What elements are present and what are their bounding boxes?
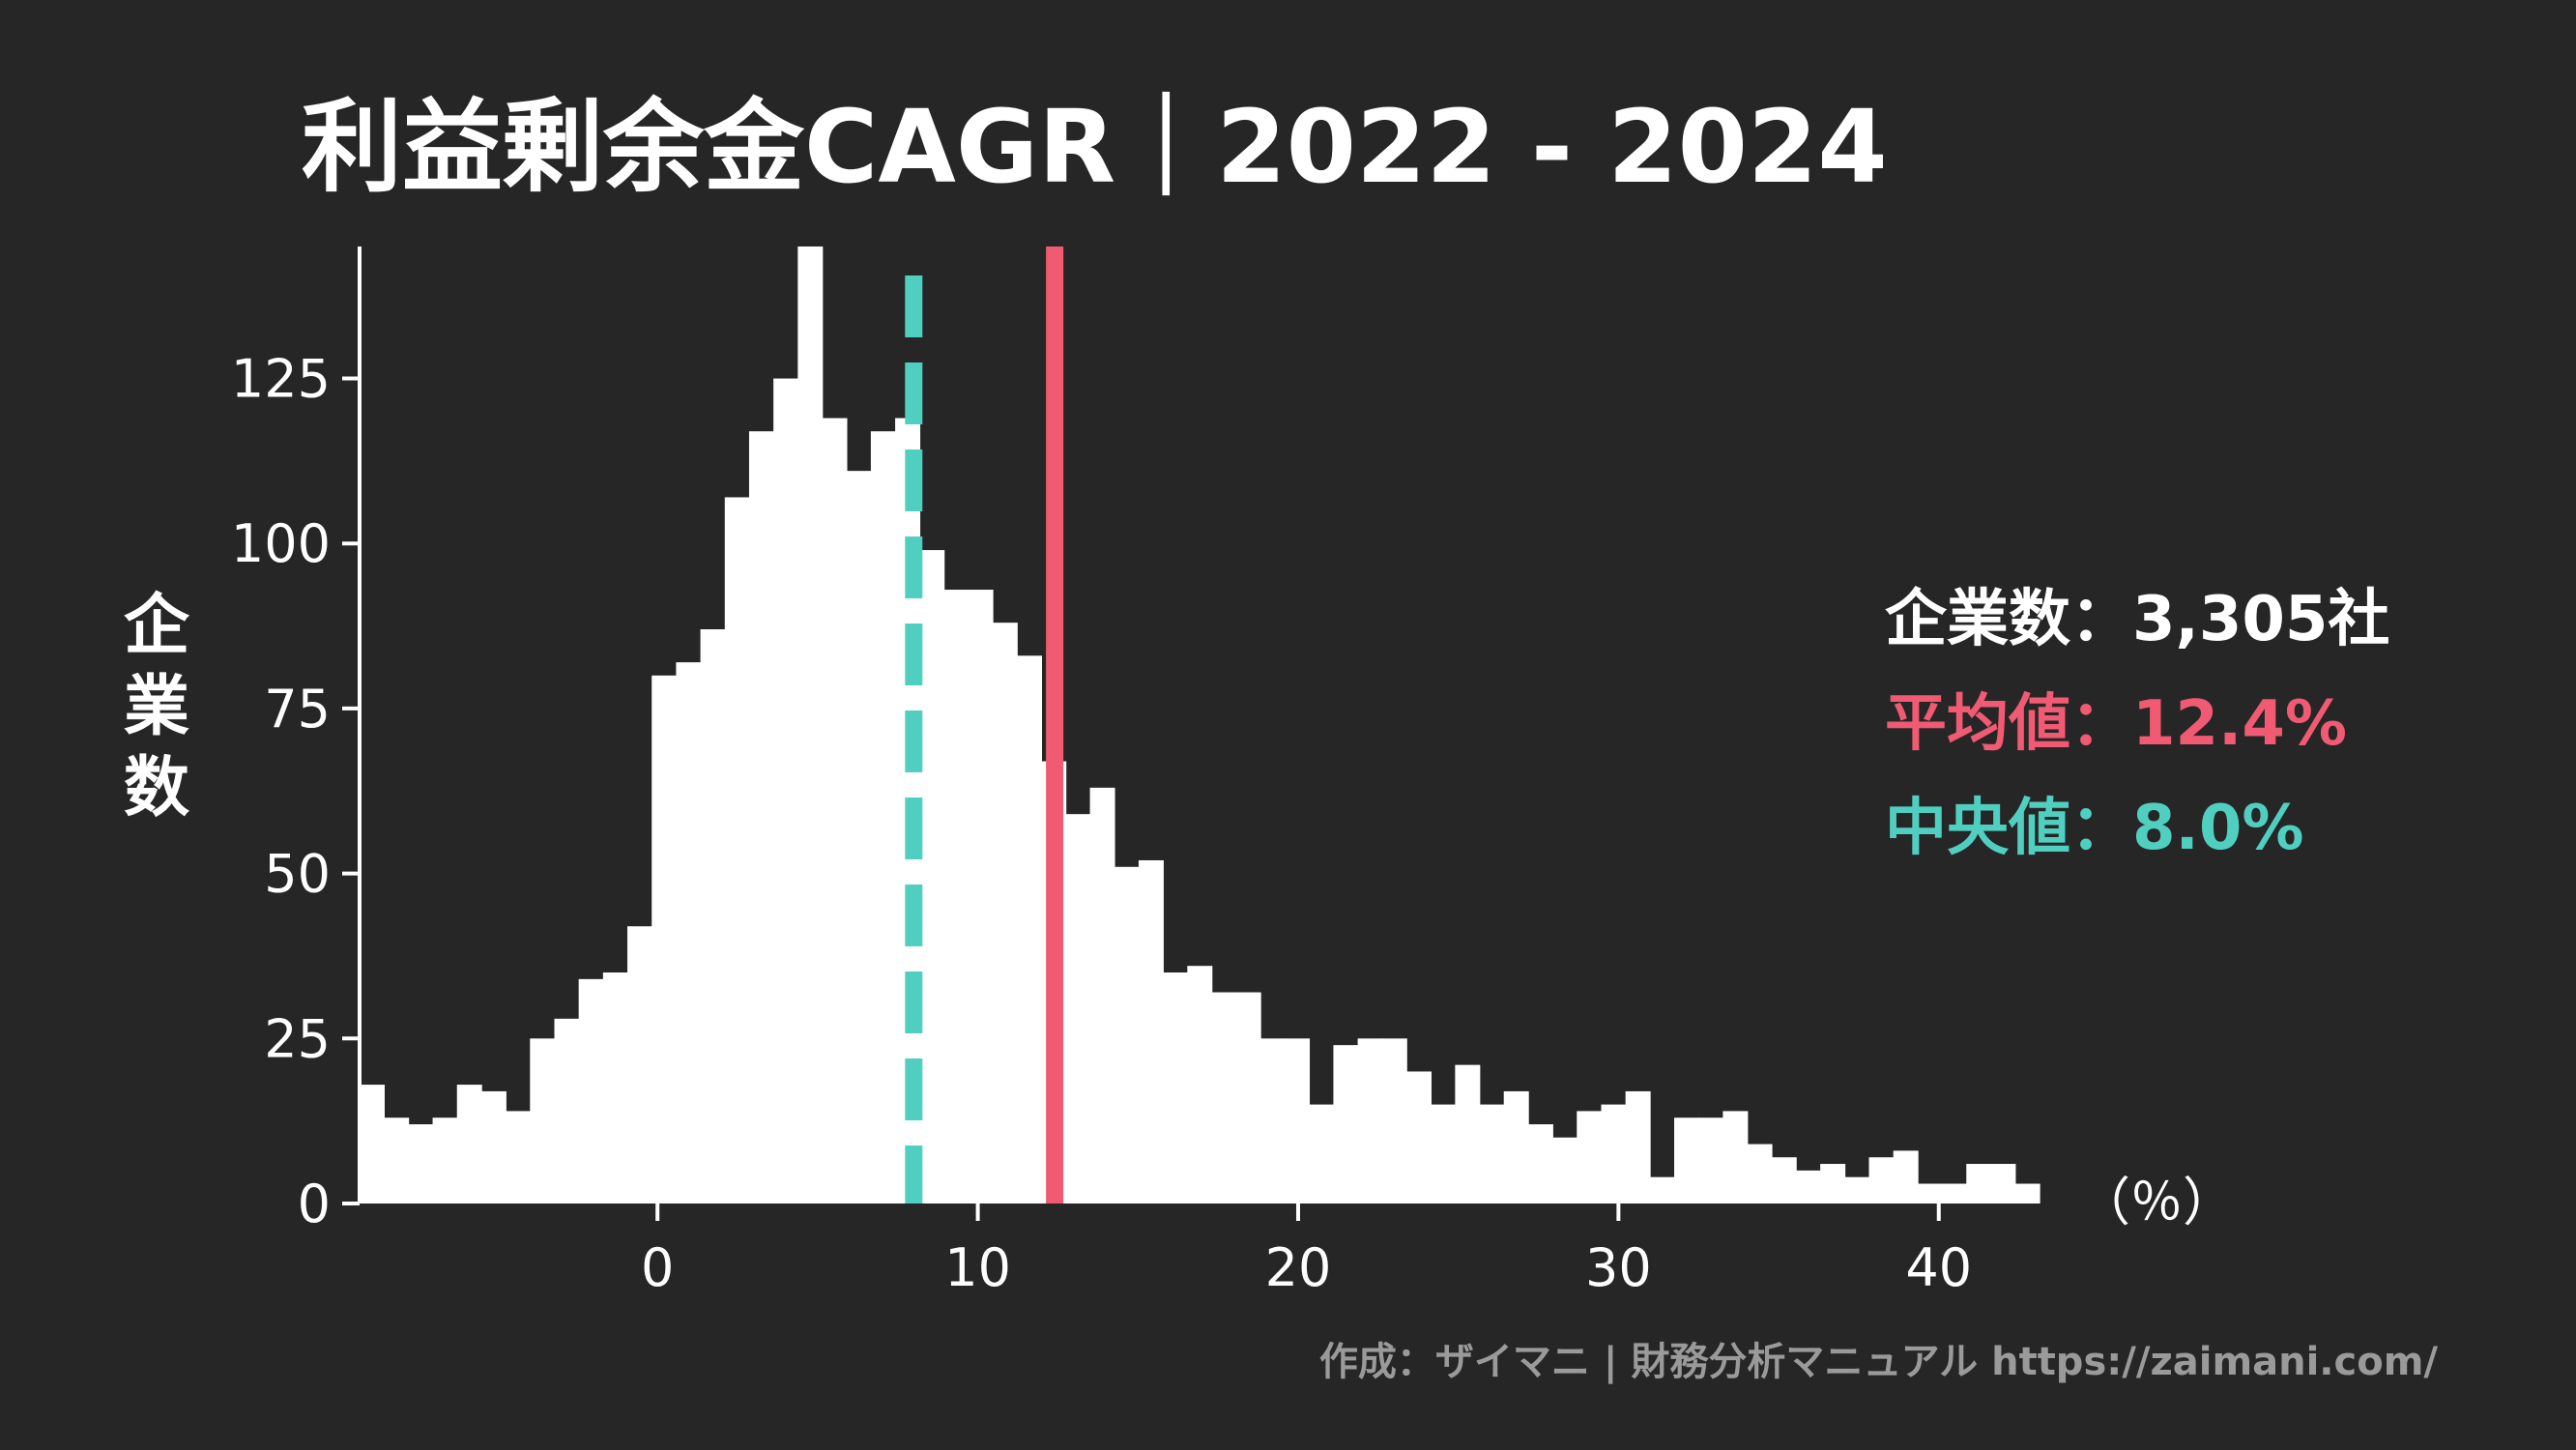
histogram-bar [1722, 1111, 1749, 1204]
x-tick-label: 10 [944, 1237, 1011, 1298]
histogram-bar [1503, 1090, 1529, 1204]
histogram-bar [1187, 966, 1213, 1204]
histogram-bar [1747, 1144, 1773, 1204]
x-tick-label: 30 [1585, 1237, 1652, 1298]
y-tick-label: 75 [264, 679, 331, 740]
x-ticks: 0 10 20 30 40 [641, 1204, 1972, 1298]
histogram-bar [1527, 1124, 1553, 1204]
y-tick-label: 50 [264, 844, 331, 905]
y-tick-label: 100 [231, 513, 331, 574]
histogram-bar [822, 418, 848, 1204]
histogram-bar [846, 471, 872, 1204]
histogram-bar [456, 1085, 482, 1204]
histogram-bar [1771, 1157, 1797, 1204]
histogram-bar [1285, 1038, 1311, 1204]
histogram-bar [408, 1124, 434, 1204]
histogram-bar [360, 1085, 385, 1204]
histogram-bar [1235, 992, 1261, 1204]
histogram-bar [1357, 1038, 1383, 1204]
histogram-bar [1017, 655, 1042, 1204]
histogram-bar [1479, 1104, 1505, 1204]
x-tick-label: 40 [1905, 1237, 1972, 1298]
histogram-bar [1844, 1176, 1870, 1204]
footer-credit: 作成：ザイマニ | 財務分析マニュアル https://zaimani.com/ [1319, 1340, 2438, 1385]
histogram-bar [1138, 859, 1164, 1204]
histogram-bar [773, 378, 799, 1204]
histogram-bar [1114, 866, 1140, 1204]
x-tick-label: 20 [1265, 1237, 1332, 1298]
histogram-bar [1966, 1164, 1992, 1204]
histogram-bar [1065, 814, 1091, 1204]
legend-median: 中央値：8.0% [1885, 793, 2304, 864]
legend: 企業数：3,305社 平均値：12.4% 中央値：8.0% [1885, 584, 2389, 864]
histogram-bar [1698, 1117, 1724, 1204]
y-tick-label: 0 [298, 1174, 331, 1234]
histogram-bar [432, 1117, 458, 1204]
histogram-bar [1431, 1104, 1457, 1204]
histogram-bar [651, 675, 678, 1204]
histogram-bar [1309, 1104, 1335, 1204]
histogram-bar [724, 497, 750, 1204]
x-tick-label: 0 [641, 1237, 674, 1298]
y-tick-label: 25 [264, 1008, 331, 1069]
reference-lines [905, 246, 1064, 1204]
histogram-bar [480, 1090, 507, 1204]
histogram-bar [1990, 1164, 2016, 1204]
histogram-bar [1455, 1064, 1481, 1204]
histogram-bar [627, 926, 653, 1204]
histogram-bars [360, 246, 2041, 1204]
histogram-bar [1601, 1104, 1627, 1204]
histogram-bar [1674, 1117, 1700, 1204]
histogram-bar [1333, 1045, 1359, 1204]
histogram-bar [1820, 1164, 1846, 1204]
histogram-bar [578, 978, 604, 1204]
x-axis-label: （％） [2078, 1172, 2235, 1232]
histogram-bar [506, 1111, 532, 1204]
histogram-bar [797, 246, 824, 1204]
histogram-bar [1868, 1157, 1895, 1204]
chart-title: 利益剰余金CAGR｜2022 - 2024 [302, 88, 1888, 206]
histogram-bar [1795, 1170, 1821, 1204]
y-axis-label: 企業数 [124, 588, 190, 826]
histogram-bar [1917, 1183, 1943, 1204]
histogram-bar [554, 1018, 580, 1204]
histogram-bar [602, 972, 628, 1204]
histogram-bar [1577, 1111, 1603, 1204]
y-tick-label: 125 [231, 349, 331, 410]
histogram-bar [943, 590, 970, 1204]
histogram-bar [992, 623, 1018, 1204]
histogram-bar [1089, 787, 1115, 1204]
y-ticks: 0 25 50 75 100 125 [231, 349, 360, 1234]
histogram-bar [1552, 1137, 1578, 1204]
histogram-bar [700, 629, 726, 1204]
histogram-bar [1942, 1183, 1968, 1204]
histogram-bar [1259, 1038, 1286, 1204]
histogram-bar [384, 1117, 410, 1204]
histogram-bar [676, 662, 702, 1204]
histogram-bar [968, 590, 994, 1204]
histogram-bar [1625, 1090, 1651, 1204]
histogram-bar [1893, 1150, 1919, 1204]
histogram-bar [748, 431, 774, 1204]
legend-company-count: 企業数：3,305社 [1885, 584, 2389, 655]
histogram-bar [1649, 1176, 1675, 1204]
histogram-bar [870, 431, 896, 1204]
histogram-bar [1405, 1071, 1432, 1204]
legend-mean: 平均値：12.4% [1885, 688, 2347, 760]
histogram-bar [1211, 992, 1237, 1204]
histogram-bar [919, 550, 945, 1204]
histogram-bar [530, 1038, 556, 1204]
histogram-bar [1381, 1038, 1407, 1204]
histogram-bar [2014, 1183, 2041, 1204]
histogram-bar [1163, 972, 1189, 1204]
